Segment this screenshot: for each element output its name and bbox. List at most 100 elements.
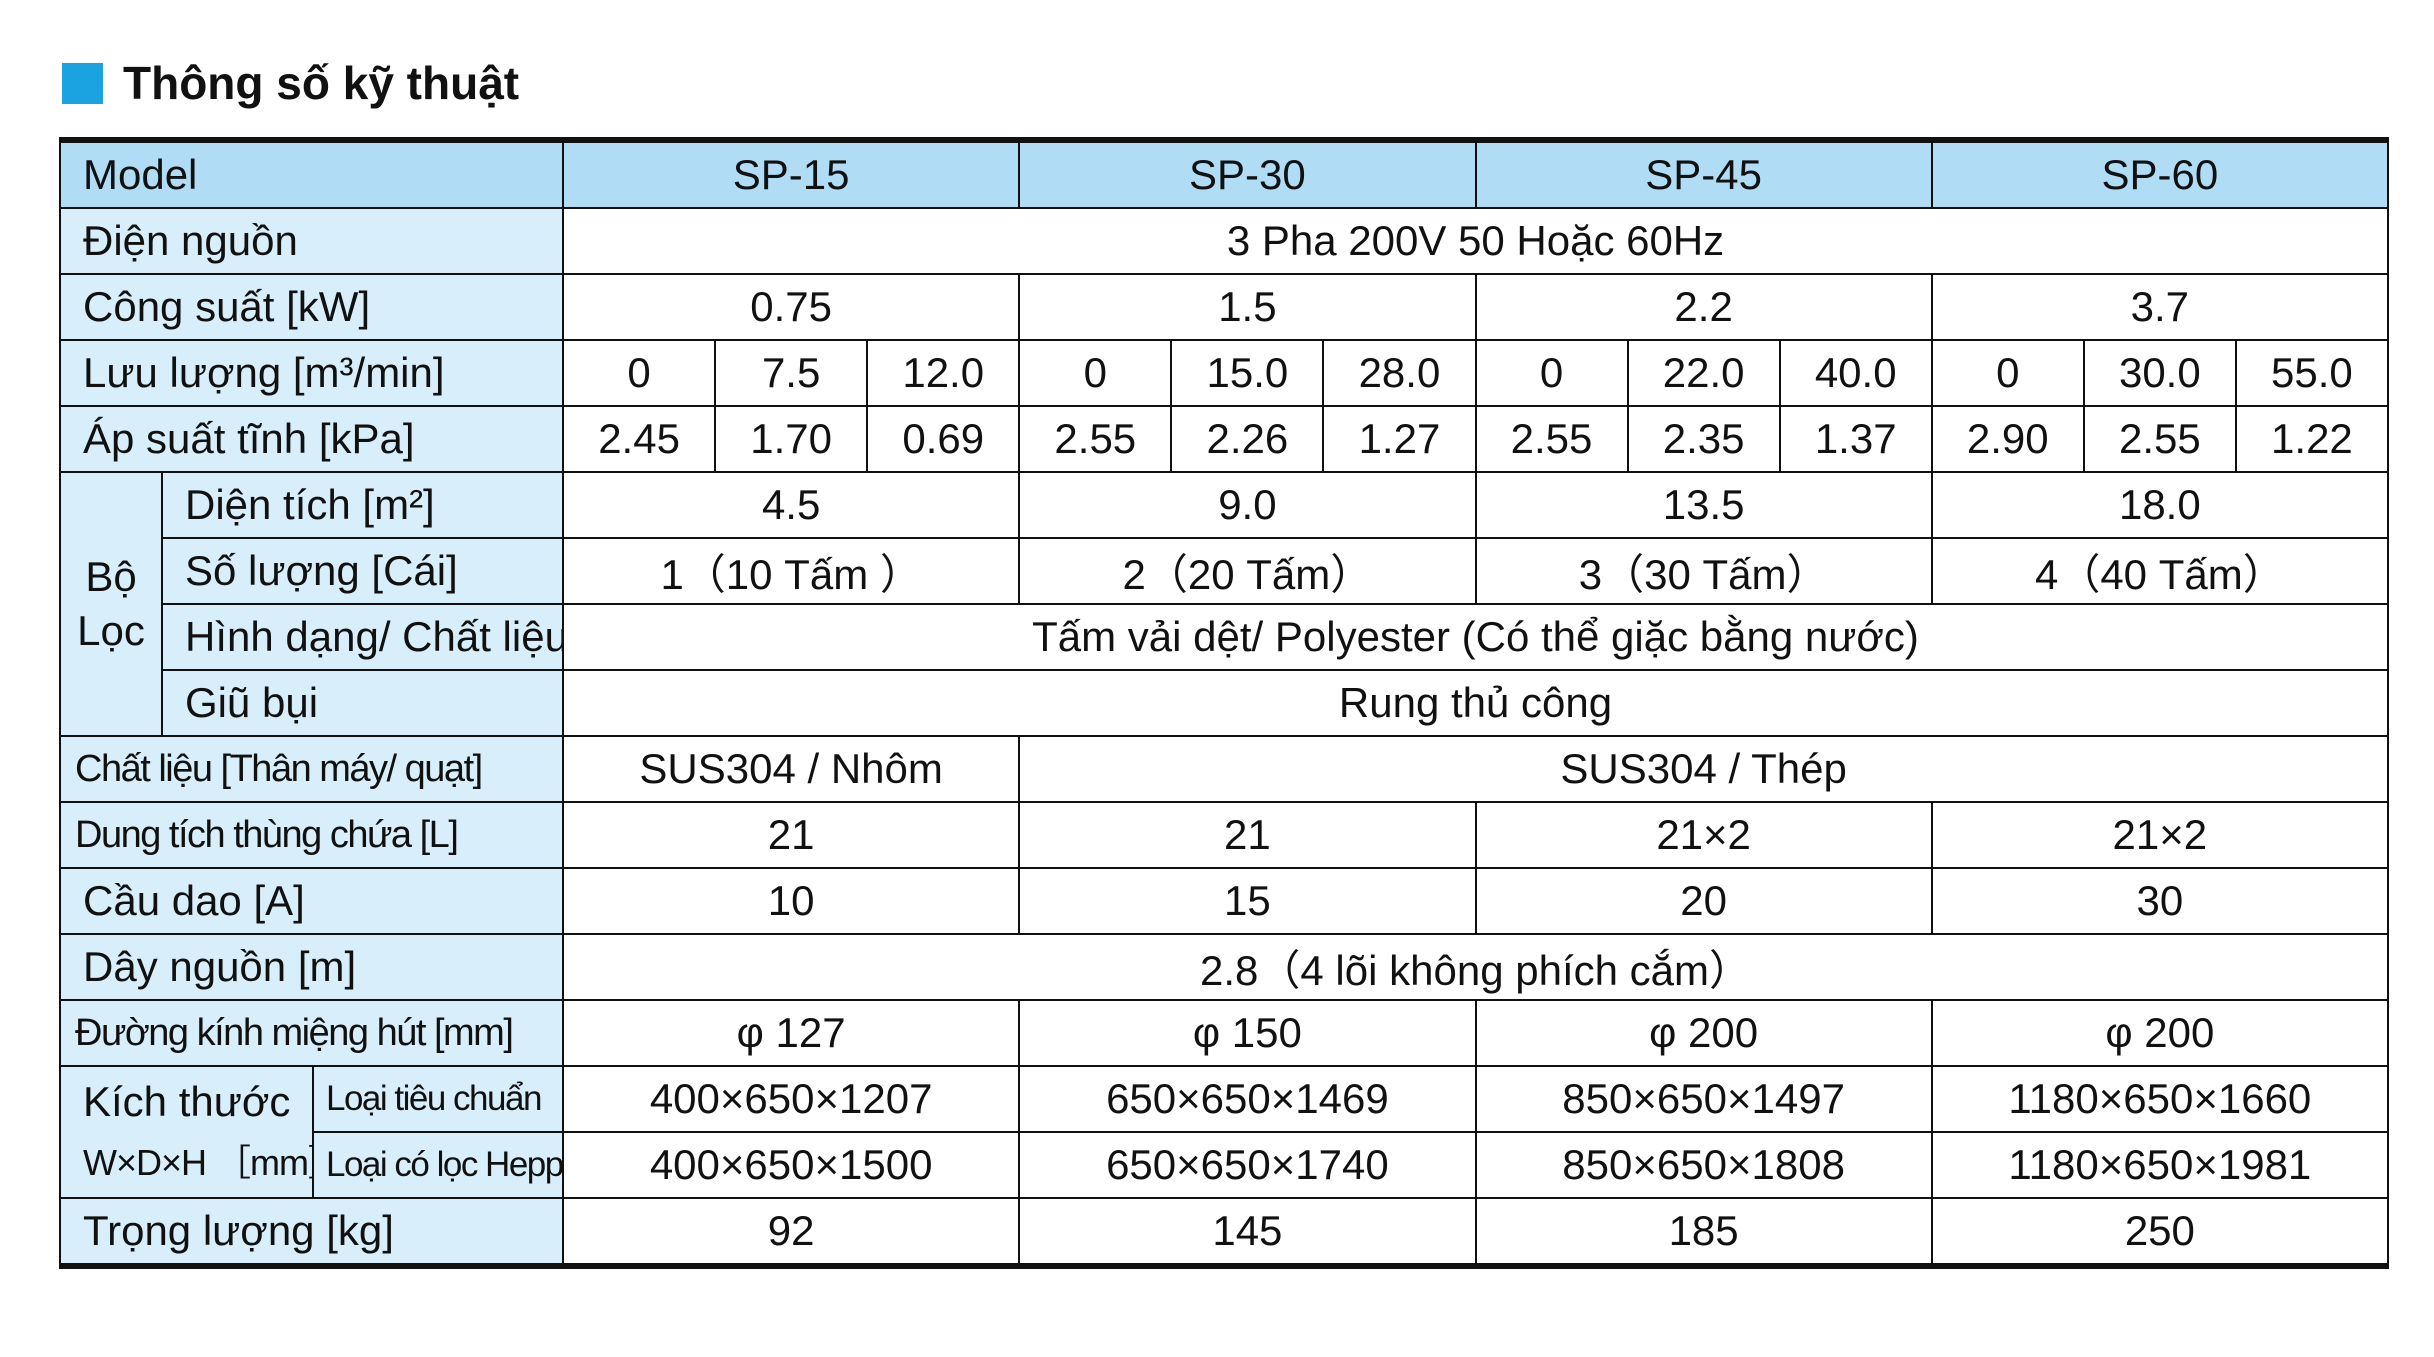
cell-value: 2.45 [562, 405, 717, 473]
cell-value: 2.2 [1474, 273, 1933, 341]
spec-row: Dây nguồn [m] 2.8（4 lõi không phích cắm） [58, 933, 2389, 1001]
cell-value: 1180×650×1981 [1930, 1131, 2389, 1199]
cell-value: 55.0 [2234, 339, 2389, 407]
model-name: SP-45 [1474, 139, 1933, 209]
header-row: Model SP-15 SP-30 SP-45 SP-60 [58, 139, 2389, 209]
cell-value: 18.0 [1930, 471, 2389, 539]
cell-value: SUS304 / Thép [1018, 735, 2389, 803]
cell-value: 2.55 [1018, 405, 1173, 473]
cell-value: Tấm vải dệt/ Polyester (Có thể giặc bằng… [562, 603, 2389, 671]
cell-value: 2.55 [1474, 405, 1629, 473]
cell-value: 13.5 [1474, 471, 1933, 539]
spec-row: Giũ bụi Rung thủ công [60, 669, 2389, 737]
spec-row: Áp suất tĩnh [kPa] 2.45 1.70 0.69 2.55 2.26 1.… [58, 405, 2389, 473]
cell-value: 250 [1930, 1197, 2389, 1267]
cell-value: 145 [1018, 1197, 1477, 1267]
cell-value: 7.5 [714, 339, 869, 407]
cell-value: φ 150 [1018, 999, 1477, 1067]
cell-value: 0 [562, 339, 717, 407]
row-label: Bộ Lọc [59, 471, 163, 737]
cell-value: 1.5 [1018, 273, 1477, 341]
cell-value: 850×650×1497 [1474, 1065, 1933, 1133]
cell-value: 0 [1474, 339, 1629, 407]
row-label: Chất liệu [Thân máy/ quạt] [58, 735, 565, 803]
cell-value: 2.8（4 lõi không phích cắm） [562, 933, 2389, 1001]
cell-value: 850×650×1808 [1474, 1131, 1933, 1199]
row-label: Lưu lượng [m³/min] [58, 339, 565, 407]
spec-table: Model SP-15 SP-30 SP-45 SP-60 Điện nguồn 3 Pha… [58, 137, 2389, 1269]
cell-value: 21×2 [1930, 801, 2389, 869]
cell-value: 1.70 [714, 405, 869, 473]
cell-value: φ 200 [1930, 999, 2389, 1067]
row-label: Loại có lọc Heppa [311, 1131, 565, 1199]
cell-value: 185 [1474, 1197, 1933, 1267]
cell-value: 4.5 [562, 471, 1021, 539]
spec-row: Đường kính miệng hút [mm] φ 127 φ 150 φ 200… [58, 999, 2389, 1067]
cell-value: 0 [1930, 339, 2085, 407]
cell-value: 400×650×1207 [562, 1065, 1021, 1133]
model-name: SP-30 [1018, 139, 1477, 209]
row-label: Hình dạng/ Chất liệu [160, 603, 565, 671]
row-label: Áp suất tĩnh [kPa] [58, 405, 565, 473]
cell-value: 2.55 [2082, 405, 2237, 473]
dimension-label: Kích thước W×D×H ［mm］ [59, 1065, 314, 1199]
spec-row: Kích thước W×D×H ［mm］Loại tiêu chuẩn400×6… [59, 1065, 2389, 1199]
cell-value: 21×2 [1474, 801, 1933, 869]
cell-value: 3.7 [1930, 273, 2389, 341]
dimension-label-line: Kích thước [83, 1078, 291, 1125]
spec-row: Điện nguồn 3 Pha 200V 50 Hoặc 60Hz [58, 207, 2389, 275]
cell-value: 2.35 [1626, 405, 1781, 473]
cell-value: 1（10 Tấm ） [562, 537, 1021, 605]
cell-value: 20 [1474, 867, 1933, 935]
row-label: Điện nguồn [58, 207, 565, 275]
cell-value: 4（40 Tấm） [1930, 537, 2389, 605]
spec-row: Chất liệu [Thân máy/ quạt] SUS304 / Nhôm S… [58, 735, 2389, 803]
spec-row: Số lượng [Cái] 1（10 Tấm ） 2（20 Tấm） 3（30 Tấ… [60, 537, 2389, 605]
row-label: Dung tích thùng chứa [L] [58, 801, 565, 869]
cell-value: 2.90 [1930, 405, 2085, 473]
cell-value: 400×650×1500 [562, 1131, 1021, 1199]
cell-value: 0.69 [866, 405, 1021, 473]
cell-value: 1.22 [2234, 405, 2389, 473]
spec-row: Lưu lượng [m³/min] 0 7.5 12.0 0 15.0 28.0 0 22.0… [58, 339, 2389, 407]
cell-value: 650×650×1469 [1018, 1065, 1477, 1133]
spec-row: Cầu dao [A] 10 15 20 30 [58, 867, 2389, 935]
row-label: Loại tiêu chuẩn [311, 1065, 565, 1133]
cell-value: 650×650×1740 [1018, 1131, 1477, 1199]
cell-value: 30 [1930, 867, 2389, 935]
spec-row: Dung tích thùng chứa [L] 21 21 21×2 21×2 [58, 801, 2389, 869]
cell-value: 15 [1018, 867, 1477, 935]
cell-value: 0.75 [562, 273, 1021, 341]
row-label: Giũ bụi [160, 669, 565, 737]
spec-row: Công suất [kW] 0.75 1.5 2.2 3.7 [58, 273, 2389, 341]
cell-value: 15.0 [1170, 339, 1325, 407]
cell-value: 0 [1018, 339, 1173, 407]
spec-row: Bộ Lọc Diện tích [m²] 4.5 9.0 13.5 18.0 [59, 471, 2389, 737]
cell-value: φ 200 [1474, 999, 1933, 1067]
row-label: Cầu dao [A] [58, 867, 565, 935]
spec-row: Hình dạng/ Chất liệu Tấm vải dệt/ Polyest… [60, 603, 2389, 671]
cell-value: 21 [1018, 801, 1477, 869]
cell-value: 1.37 [1778, 405, 1933, 473]
cell-value: Rung thủ công [562, 669, 2389, 737]
dimension-label-line: W×D×H ［mm］ [83, 1142, 311, 1183]
section-title: Thông số kỹ thuật [62, 57, 519, 109]
row-label: Trọng lượng [kg] [58, 1197, 565, 1267]
cell-value: 22.0 [1626, 339, 1781, 407]
row-label: Số lượng [Cái] [160, 537, 565, 605]
row-label: Công suất [kW] [58, 273, 565, 341]
model-name: SP-60 [1930, 139, 2389, 209]
cell-value: 12.0 [866, 339, 1021, 407]
cell-value: 9.0 [1018, 471, 1477, 539]
cell-value: 28.0 [1322, 339, 1477, 407]
cell-value: 40.0 [1778, 339, 1933, 407]
cell-value: 3（30 Tấm） [1474, 537, 1933, 605]
cell-value: SUS304 / Nhôm [562, 735, 1021, 803]
cell-value: 21 [562, 801, 1021, 869]
spec-row: Loại có lọc Heppa 400×650×1500 650×650×174… [60, 1131, 2389, 1199]
cell-value: 3 Pha 200V 50 Hoặc 60Hz [562, 207, 2389, 275]
cell-value: 1180×650×1660 [1930, 1065, 2389, 1133]
row-label: Diện tích [m²] [160, 471, 565, 539]
spec-row: Trọng lượng [kg] 92 145 185 250 [58, 1197, 2389, 1267]
